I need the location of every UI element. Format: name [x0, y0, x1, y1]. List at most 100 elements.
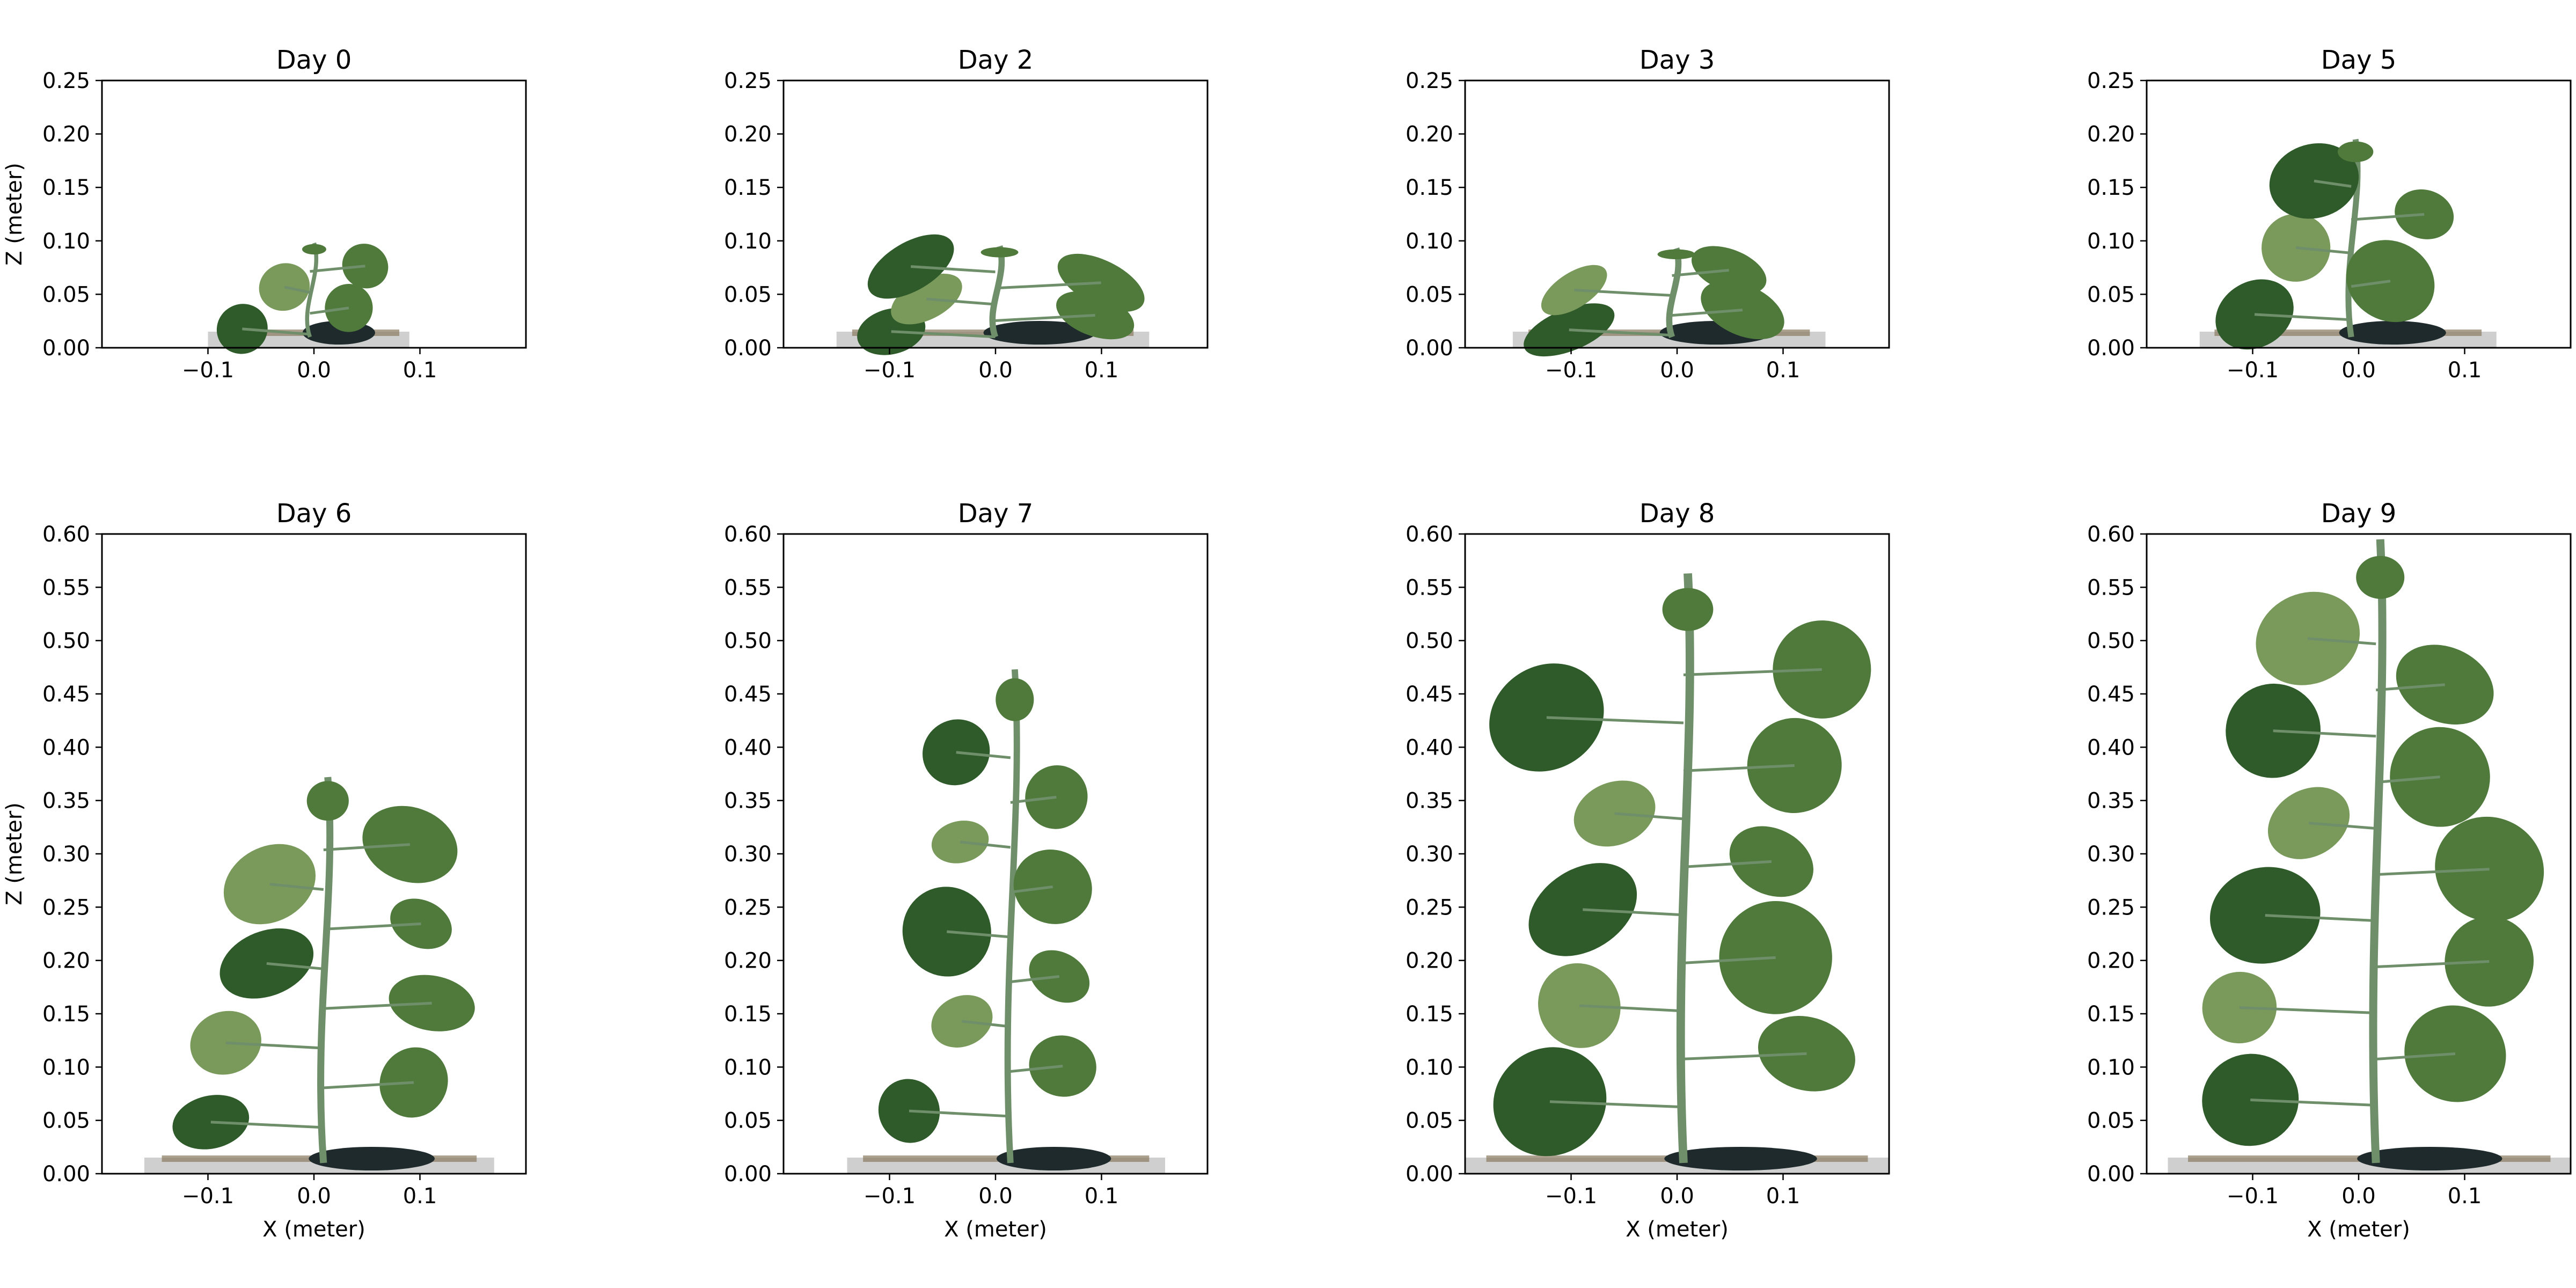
- x-axis-label: X (meter): [944, 1217, 1047, 1242]
- x-tick-label: 0.0: [297, 1184, 331, 1209]
- petiole-mark: [956, 751, 1011, 759]
- petiole-mark: [1546, 716, 1684, 724]
- y-tick-label: 0.25: [42, 69, 90, 93]
- subplot-1: −0.1 0.0 0.1 0.00 0.05 0.10 0.15 0.20 0.25 Day 0 Z…: [2, 45, 527, 383]
- y-tick-label: 0.50: [724, 629, 772, 654]
- shoot-mark: [302, 244, 326, 255]
- y-tick-label: 0.20: [1406, 949, 1453, 974]
- x-tick-label: −0.1: [1545, 1184, 1597, 1209]
- y-tick-label: 0.20: [2087, 949, 2135, 974]
- petiole-mark: [2239, 1006, 2376, 1015]
- stem-mark: [2345, 138, 2361, 338]
- y-tick-label: 0.10: [2087, 229, 2135, 254]
- subplot-7: −0.1 0.0 0.1 0.00 0.05 0.10 0.15 0.20 0.25 0.30 0.…: [1406, 499, 1890, 1242]
- petiole-mark: [266, 962, 324, 970]
- leaf-mark: [1029, 1035, 1096, 1097]
- petiole-mark: [909, 1109, 1011, 1118]
- petiole-mark: [323, 843, 411, 852]
- y-tick-label: 0.20: [2087, 122, 2135, 147]
- petiole-mark: [962, 1020, 1011, 1028]
- y-tick-label: 0.35: [724, 789, 772, 814]
- y-tick-label: 0.25: [2087, 895, 2135, 920]
- y-tick-label: 0.20: [1406, 122, 1453, 147]
- petiole-mark: [995, 313, 1095, 322]
- y-tick-label: 0.60: [2087, 522, 2135, 547]
- leaf-mark: [2267, 787, 2350, 859]
- petiole-mark: [269, 883, 324, 891]
- plant-point-cloud: [2168, 539, 2571, 1174]
- stem-mark: [305, 242, 318, 338]
- leaf-mark: [1574, 780, 1656, 847]
- y-tick-label: 0.50: [42, 629, 90, 654]
- y-tick-label: 0.55: [2087, 575, 2135, 600]
- petiole-mark: [1672, 309, 1743, 317]
- y-tick-label: 0.25: [724, 69, 772, 93]
- leaf-mark: [902, 887, 991, 977]
- shoot-mark: [2356, 555, 2405, 599]
- y-tick-label: 0.00: [724, 1162, 772, 1187]
- y-tick-label: 0.25: [724, 895, 772, 920]
- plant-point-cloud: [144, 777, 494, 1174]
- y-tick-label: 0.00: [724, 336, 772, 361]
- x-tick-label: 0.0: [1660, 1184, 1694, 1209]
- axes-frame: [101, 79, 527, 349]
- y-tick-label: 0.30: [1406, 842, 1453, 867]
- petiole-mark: [2314, 179, 2352, 188]
- y-tick-label: 0.25: [42, 895, 90, 920]
- petiole-mark: [2273, 729, 2376, 738]
- y-tick-label: 0.20: [42, 949, 90, 974]
- shoot-mark: [996, 678, 1034, 721]
- y-tick-label: 0.55: [1406, 575, 1453, 600]
- shoot-mark: [1662, 588, 1714, 631]
- stem-mark: [2369, 539, 2387, 1163]
- petiole-mark: [1010, 795, 1057, 804]
- stem-mark: [317, 777, 334, 1163]
- y-tick-label: 0.10: [724, 229, 772, 254]
- y-tick-label: 0.15: [724, 1002, 772, 1027]
- y-tick-label: 0.05: [724, 1109, 772, 1133]
- y-tick-label: 0.10: [2087, 1055, 2135, 1080]
- x-axis-label: X (meter): [1626, 1217, 1729, 1242]
- petiole-mark: [2308, 637, 2376, 646]
- petiole-mark: [2351, 213, 2425, 221]
- y-tick-label: 0.40: [2087, 735, 2135, 760]
- petiole-mark: [960, 840, 1011, 849]
- y-tick-label: 0.05: [724, 282, 772, 307]
- petiole-mark: [947, 930, 1011, 939]
- subplot-title: Day 5: [2321, 45, 2397, 75]
- axes-frame: [2146, 79, 2572, 349]
- x-tick-label: −0.1: [863, 1184, 916, 1209]
- petiole-mark: [1010, 975, 1060, 983]
- leaf-mark: [2226, 683, 2321, 778]
- x-tick-label: 0.1: [2448, 358, 2482, 383]
- y-tick-label: 0.15: [2087, 1002, 2135, 1027]
- petiole-mark: [1010, 1065, 1063, 1073]
- x-tick-label: −0.1: [2227, 1184, 2279, 1209]
- x-axis-label: X (meter): [262, 1217, 365, 1242]
- stem-mark: [1666, 247, 1682, 339]
- leaf-mark: [2202, 1053, 2299, 1146]
- x-tick-label: −0.1: [2227, 358, 2279, 383]
- y-tick-label: 0.10: [724, 1055, 772, 1080]
- y-tick-label: 0.05: [42, 1109, 90, 1133]
- petiole-mark: [323, 1081, 414, 1089]
- x-tick-label: 0.0: [978, 1184, 1013, 1209]
- x-tick-label: −0.1: [182, 1184, 234, 1209]
- plant-point-cloud: [208, 242, 409, 354]
- dark-soil-mark: [2339, 321, 2446, 345]
- x-tick-label: 0.0: [297, 358, 331, 383]
- x-tick-label: −0.1: [863, 358, 916, 383]
- y-tick-label: 0.50: [2087, 629, 2135, 654]
- x-tick-label: 0.0: [978, 358, 1013, 383]
- petiole-mark: [1683, 860, 1772, 868]
- petiole-mark: [2254, 313, 2352, 321]
- petiole-mark: [310, 265, 365, 273]
- subplot-title: Day 9: [2321, 499, 2397, 529]
- x-tick-label: 0.1: [403, 1184, 437, 1209]
- y-tick-label: 0.00: [2087, 1162, 2135, 1187]
- leaf-mark: [1758, 1015, 1855, 1092]
- petiole-mark: [2376, 775, 2440, 784]
- y-tick-label: 0.05: [42, 282, 90, 307]
- petiole-mark: [1614, 812, 1684, 821]
- y-axis-label: Z (meter): [2, 802, 27, 905]
